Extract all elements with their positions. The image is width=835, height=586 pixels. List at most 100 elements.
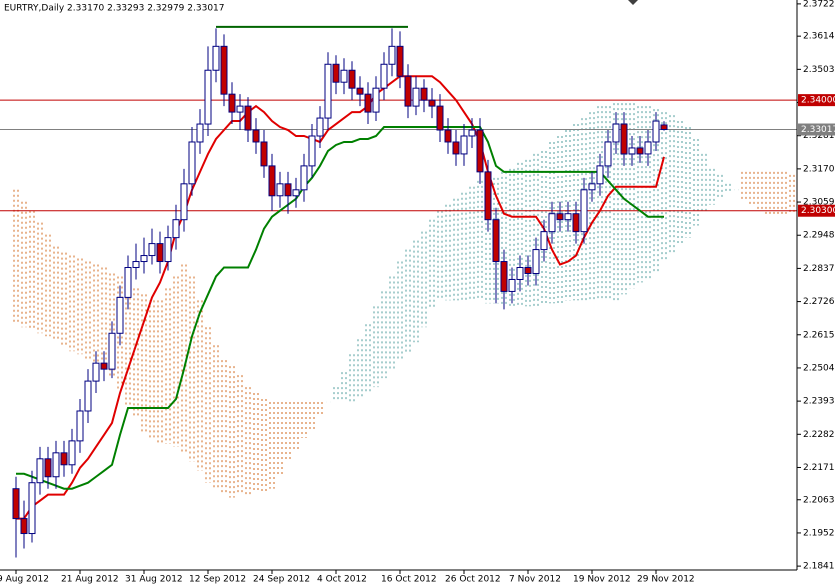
kijun-line (16, 126, 664, 490)
x-tick-label: 31 Aug 2012 (125, 575, 183, 585)
tenkan-line (16, 75, 665, 520)
y-tick-label: 2.19520 (803, 528, 835, 538)
candle-body (420, 87, 428, 101)
y-tick-label: 2.21710 (803, 463, 835, 473)
x-tick-label: 9 Aug 2012 (0, 575, 49, 585)
candle-body (244, 105, 252, 131)
candle-body (556, 213, 564, 221)
candle-body (52, 452, 60, 478)
candle-body (92, 362, 100, 382)
candle-body (532, 249, 540, 274)
candle-body (108, 332, 116, 370)
candle-body (196, 123, 204, 143)
candle-body (316, 117, 324, 137)
candle-body (484, 171, 492, 221)
y-tick-label: 2.18410 (803, 562, 835, 572)
candle-body (660, 124, 668, 131)
candle-body (116, 296, 124, 334)
x-tick-label: 29 Nov 2012 (637, 575, 695, 585)
candle-body (548, 213, 556, 233)
candle-body (332, 63, 340, 83)
y-tick-label: 2.30590 (803, 198, 835, 208)
y-tick-label: 2.26150 (803, 330, 835, 340)
candle-body (628, 147, 636, 155)
x-tick-label: 24 Sep 2012 (253, 575, 310, 585)
y-tick-label: 2.37220 (803, 0, 835, 9)
price-label-box (798, 94, 835, 107)
x-tick-label: 12 Sep 2012 (189, 575, 246, 585)
candle-body (436, 105, 444, 131)
candle-body (356, 87, 364, 95)
candle-body (220, 45, 228, 95)
candle-body (476, 129, 484, 173)
candle-body (20, 518, 28, 535)
candle-body (324, 63, 332, 119)
y-tick-label: 2.20630 (803, 495, 835, 505)
y-tick-label: 2.36140 (803, 32, 835, 42)
y-tick-label: 2.28370 (803, 264, 835, 274)
candle-body (604, 141, 612, 167)
price-label: 2.34000 (801, 96, 835, 106)
shift-marker (628, 0, 638, 5)
candle-body (572, 213, 580, 233)
y-tick-label: 2.23930 (803, 397, 835, 407)
candle-body (540, 231, 548, 251)
y-tick-label: 2.31700 (803, 164, 835, 174)
candle-body (444, 129, 452, 143)
candle-body (140, 255, 148, 263)
candle-body (460, 135, 468, 155)
price-label: 2.33017 (801, 125, 835, 135)
candle-body (596, 165, 604, 185)
x-tick-label: 16 Oct 2012 (381, 575, 437, 585)
y-tick-label: 2.22820 (803, 430, 835, 440)
candle-body (340, 69, 348, 83)
candle-body (308, 135, 316, 167)
candle-body (404, 75, 412, 107)
candle-body (452, 141, 460, 155)
candle-body (100, 362, 108, 370)
candle-body (236, 105, 244, 113)
candle-body (60, 452, 68, 466)
price-label-box (798, 204, 835, 217)
candle-body (156, 243, 164, 263)
candle-body (260, 141, 268, 167)
candle-body (276, 183, 284, 197)
candle-body (492, 219, 500, 263)
candle-body (620, 123, 628, 155)
candle-body (28, 482, 36, 535)
chart-title: EURTRY,Daily 2.33170 2.33293 2.32979 2.3… (4, 4, 225, 14)
y-tick-label: 2.35030 (803, 65, 835, 75)
candle-body (284, 183, 292, 197)
candle-body (412, 87, 420, 107)
x-tick-label: 26 Oct 2012 (445, 575, 501, 585)
candle-body (300, 165, 308, 191)
x-tick-label: 4 Oct 2012 (317, 575, 367, 585)
candle-body (124, 267, 132, 298)
price-label: 2.30300 (801, 206, 835, 216)
candle-body (388, 45, 396, 65)
candle-body (564, 213, 572, 221)
x-tick-label: 7 Nov 2012 (509, 575, 561, 585)
candle-body (148, 243, 156, 257)
candle-body (212, 45, 220, 71)
y-tick-label: 2.25040 (803, 363, 835, 373)
candle-body (228, 93, 236, 113)
candle-body (292, 189, 300, 197)
candle-body (132, 261, 140, 269)
candle-body (372, 87, 380, 113)
candle-body (588, 183, 596, 191)
candle-body (500, 261, 508, 292)
candle-body (612, 123, 620, 143)
candle-body (12, 488, 20, 520)
candle-body (468, 129, 476, 137)
candle-body (84, 380, 92, 412)
candle-body (172, 219, 180, 239)
candle-body (348, 69, 356, 89)
y-tick-label: 2.32810 (803, 131, 835, 141)
y-tick-label: 2.27260 (803, 297, 835, 307)
candle-body (188, 141, 196, 185)
y-tick-label: 2.29480 (803, 231, 835, 241)
candle-body (204, 69, 212, 125)
candle-body (252, 129, 260, 143)
